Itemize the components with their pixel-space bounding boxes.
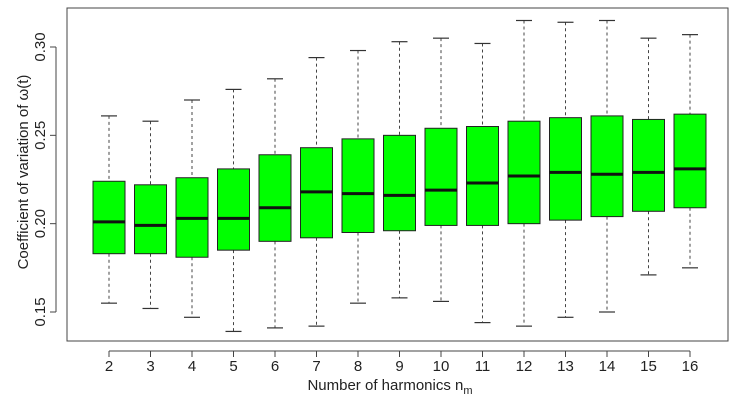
x-tick-label: 5 [229,358,237,375]
box-6 [258,78,292,329]
y-tick-label: 0.20 [32,209,49,238]
box-9 [383,41,416,299]
box-13 [549,21,582,318]
plot-frame [66,7,729,342]
x-tick-label: 9 [395,358,403,375]
box-2 [92,115,126,304]
x-axis-label-subscript: m [463,385,472,397]
box-iqr [632,118,665,212]
x-tick-label: 2 [105,358,113,375]
box-16 [673,34,707,269]
box-iqr [590,115,624,218]
box-iqr [466,126,499,226]
x-axis-label-main: Number of harmonics n [307,377,463,394]
box-iqr [341,138,375,233]
box-iqr [424,127,458,226]
box-iqr [92,180,126,255]
box-12 [507,19,541,327]
x-tick-label: 13 [557,358,574,375]
box-11 [466,42,499,324]
y-tick-label: 0.15 [32,297,49,326]
y-axis-label: Coefficient of variation of ω(t) [15,75,32,270]
box-iqr [134,184,167,255]
y-tick-label: 0.30 [32,32,49,61]
x-tick-label: 16 [682,358,699,375]
box-iqr [673,113,707,209]
box-iqr [258,154,292,242]
x-tick-label: 12 [516,358,533,375]
x-axis-label: Number of harmonics nm [307,377,472,397]
box-iqr [549,117,582,221]
box-5 [217,88,250,333]
x-tick-label: 8 [354,358,362,375]
box-8 [341,49,375,304]
box-3 [134,120,167,310]
box-15 [632,37,665,276]
x-tick-label: 15 [640,358,657,375]
x-tick-label: 11 [475,358,491,375]
x-tick-label: 3 [146,358,154,375]
box-7 [300,56,333,327]
x-axis: 2 3 4 5 6 7 8 9 10 11 12 13 14 15 16 [105,350,699,375]
box-4 [175,99,209,318]
x-tick-label: 4 [188,358,196,375]
box-iqr [217,168,250,251]
y-tick-label: 0.25 [32,121,49,150]
x-tick-label: 6 [271,358,279,375]
box-iqr [383,134,416,232]
boxes-group [92,19,707,333]
x-tick-label: 7 [312,358,320,375]
y-axis: 0.15 0.20 0.25 0.30 [32,32,57,327]
box-14 [590,19,624,313]
x-tick-label: 14 [599,358,616,375]
x-tick-label: 10 [433,358,450,375]
box-iqr [507,120,541,225]
box-10 [424,37,458,302]
